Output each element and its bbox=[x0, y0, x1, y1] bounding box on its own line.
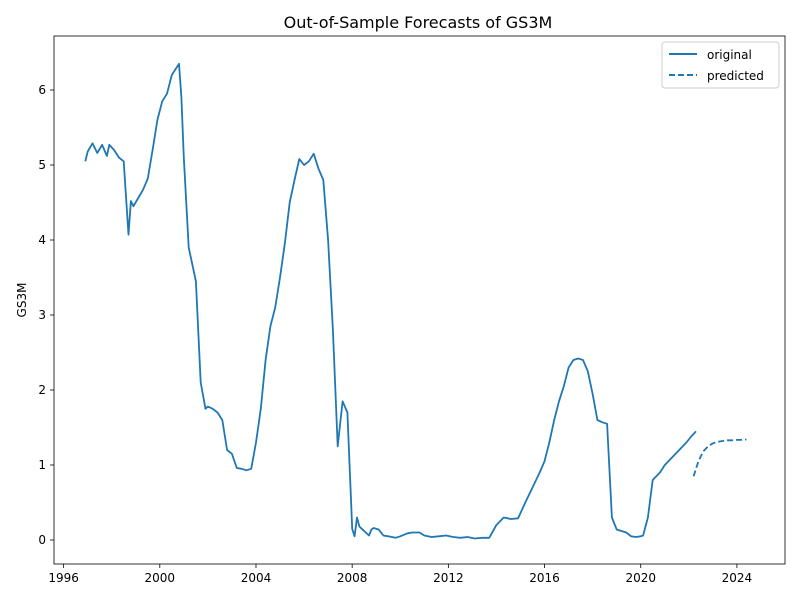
legend: original predicted bbox=[661, 41, 780, 89]
y-tick-label: 0 bbox=[38, 533, 46, 547]
x-tick-label: 2020 bbox=[625, 571, 656, 585]
plot-frame bbox=[53, 35, 786, 565]
plot-area bbox=[53, 35, 786, 565]
y-axis: 0 1 2 3 4 5 6 bbox=[38, 83, 54, 547]
x-tick-label: 2004 bbox=[241, 571, 272, 585]
y-tick-label: 6 bbox=[38, 83, 46, 97]
y-axis-label: GS3M bbox=[15, 283, 29, 318]
legend-label-predicted: predicted bbox=[707, 69, 764, 83]
series-layer bbox=[84, 62, 747, 540]
legend-label-original: original bbox=[707, 48, 752, 62]
x-tick-label: 1996 bbox=[48, 571, 79, 585]
series-line-original bbox=[84, 62, 697, 540]
x-tick-label: 2000 bbox=[145, 571, 176, 585]
y-tick-label: 3 bbox=[38, 308, 46, 322]
y-tick-label: 4 bbox=[38, 233, 46, 247]
x-tick-label: 2012 bbox=[433, 571, 464, 585]
x-tick-label: 2016 bbox=[529, 571, 560, 585]
y-tick-label: 5 bbox=[38, 158, 46, 172]
x-tick-label: 2024 bbox=[722, 571, 753, 585]
chart-title: Out-of-Sample Forecasts of GS3M bbox=[284, 13, 553, 32]
series-line-predicted bbox=[692, 438, 747, 477]
y-tick-label: 1 bbox=[38, 458, 46, 472]
y-tick-label: 2 bbox=[38, 383, 46, 397]
x-tick-label: 2008 bbox=[337, 571, 368, 585]
x-axis: 1996 2000 2004 2008 2012 2016 2020 2024 bbox=[48, 564, 752, 585]
